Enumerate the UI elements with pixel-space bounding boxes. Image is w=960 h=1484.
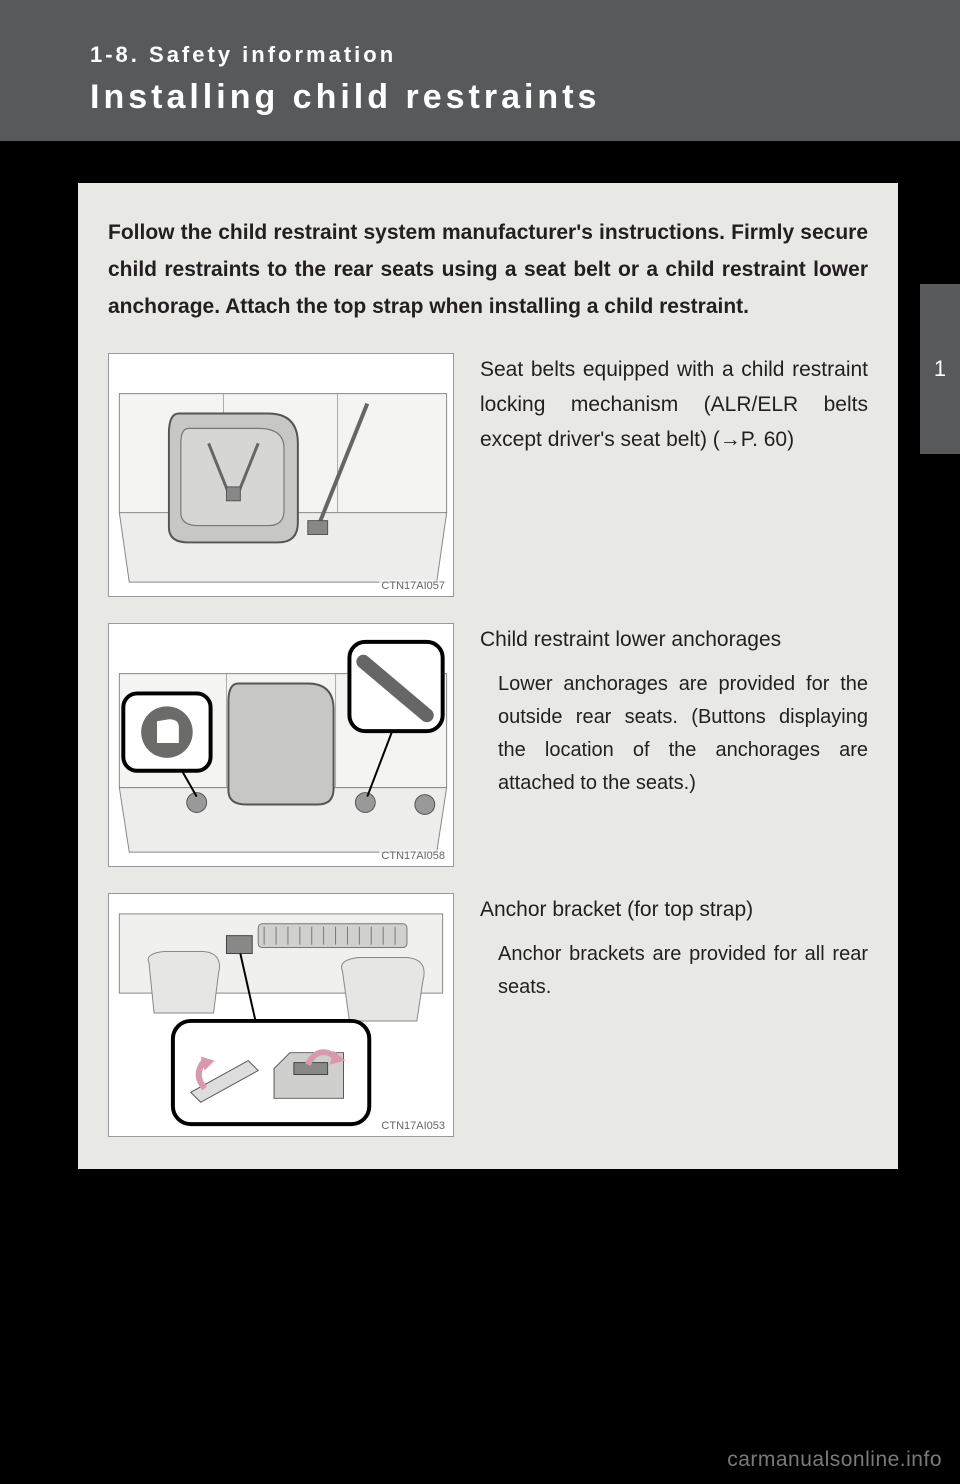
figure-seat-belt: CTN17AI057 [108, 353, 454, 597]
figure-caption: CTN17AI053 [379, 1120, 447, 1132]
figure-anchor-bracket: CTN17AI053 [108, 893, 454, 1137]
chapter-tab-label: 1 [934, 356, 946, 382]
item-heading: Anchor bracket (for top strap) [480, 893, 868, 928]
item-text: Seat belts equipped with a child restrai… [480, 353, 868, 597]
figure-caption: CTN17AI058 [379, 850, 447, 862]
item-text: Child restraint lower anchor­ages Lower … [480, 623, 868, 867]
content-panel: Follow the child restraint system manufa… [78, 183, 898, 1169]
item-text: Anchor bracket (for top strap) Anchor br… [480, 893, 868, 1137]
watermark: carmanualsonline.info [727, 1448, 942, 1472]
instruction-item: CTN17AI057 Seat belts equipped with a ch… [108, 353, 868, 597]
item-heading: Child restraint lower anchor­ages [480, 623, 868, 658]
section-label: 1-8. Safety information [90, 42, 960, 68]
item-body: Anchor brackets are provided for all rea… [480, 938, 868, 1004]
page-header: 1-8. Safety information Installing child… [0, 0, 960, 141]
item-body: Lower anchorages are pro­vided for the o… [480, 668, 868, 800]
instruction-item: CTN17AI053 Anchor bracket (for top strap… [108, 893, 868, 1137]
intro-paragraph: Follow the child restraint system manufa… [108, 215, 868, 325]
figure-caption: CTN17AI057 [379, 580, 447, 592]
figure-lower-anchorage: CTN17AI058 [108, 623, 454, 867]
chapter-tab: 1 [920, 284, 960, 454]
item-heading: Seat belts equipped with a child restrai… [480, 353, 868, 457]
page-title: Installing child restraints [90, 78, 960, 117]
instruction-item: CTN17AI058 Child restraint lower anchor­… [108, 623, 868, 867]
